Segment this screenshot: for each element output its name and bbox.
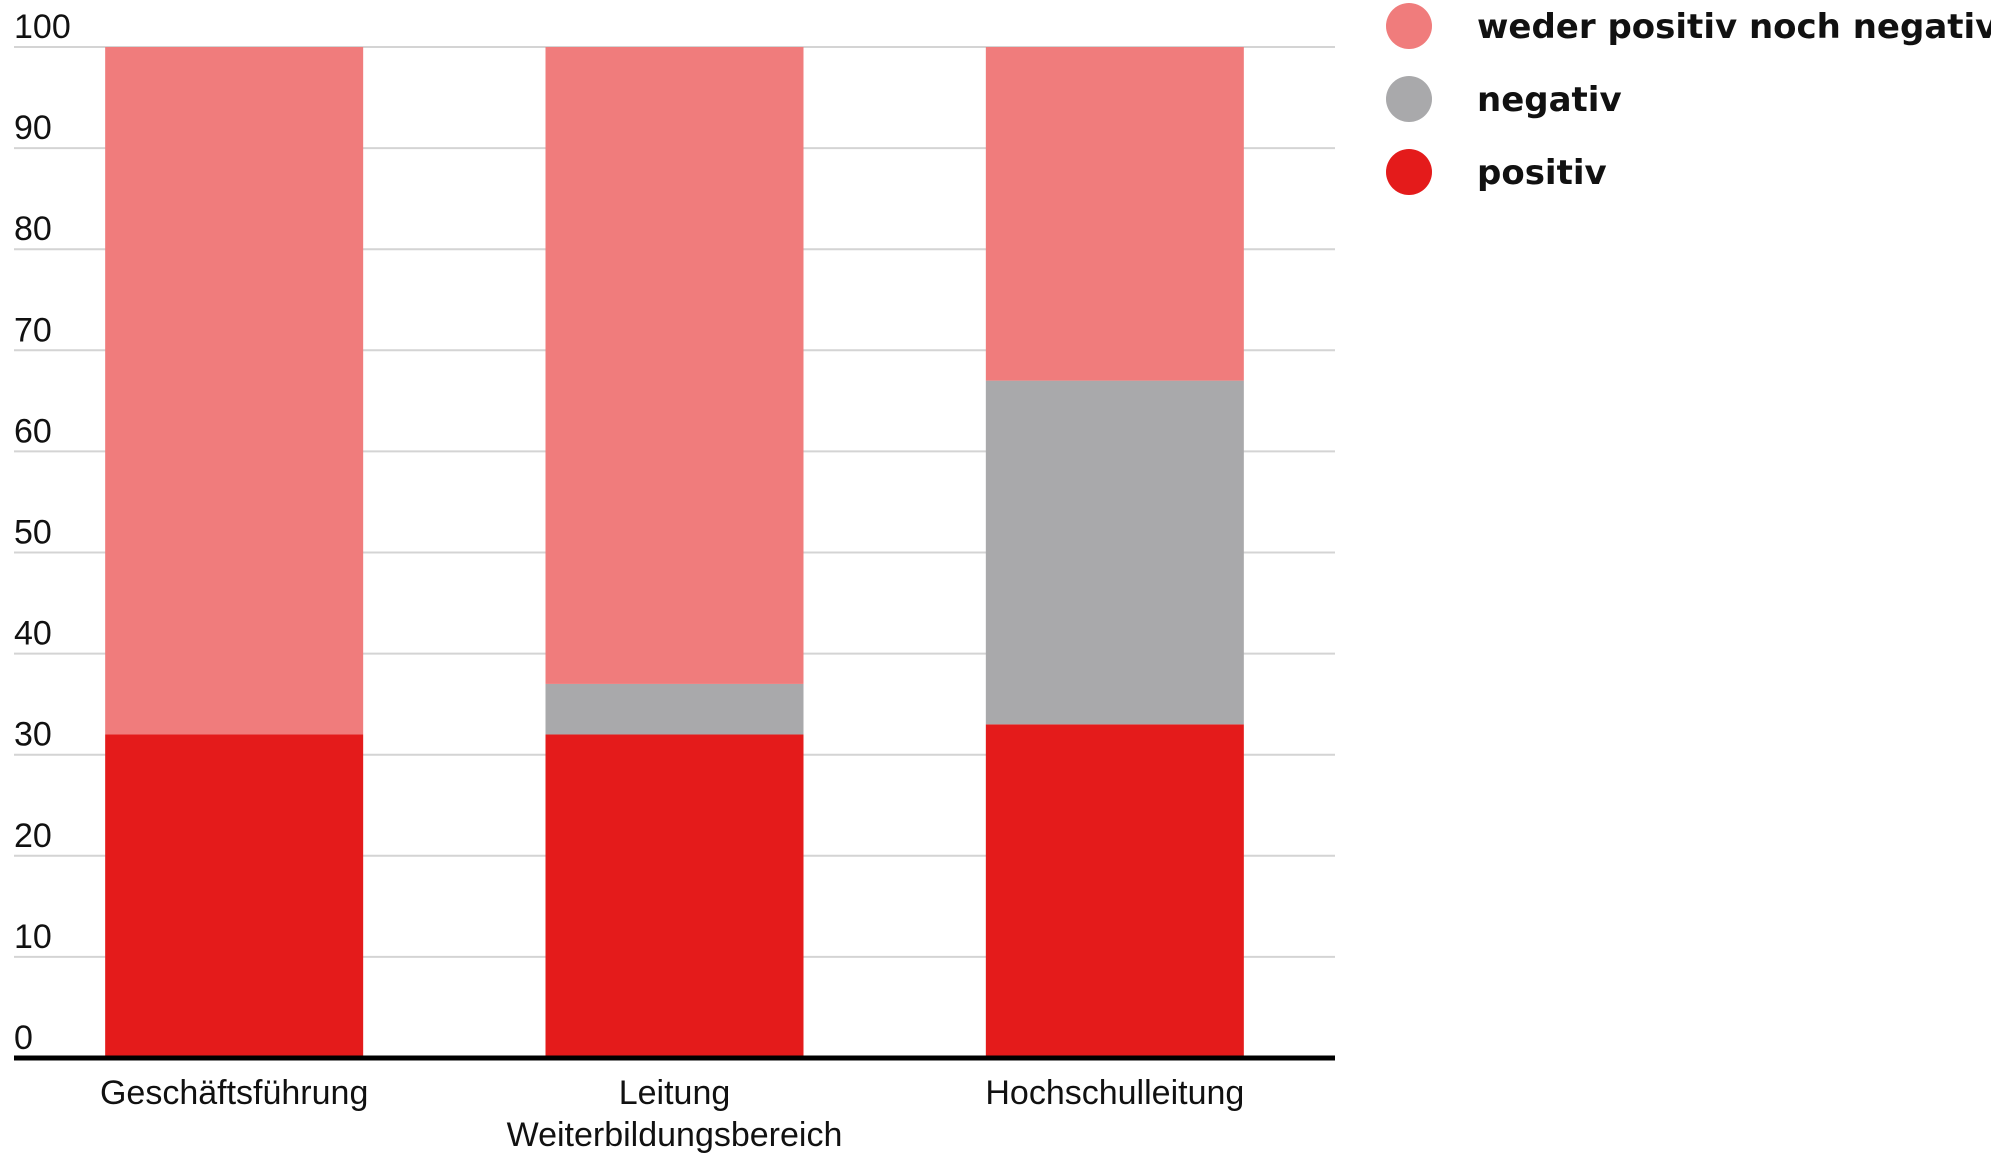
legend-label-2: weder positiv noch negativ: [1477, 7, 1991, 47]
category-label-1-1: Weiterbildungsbereich: [507, 1116, 843, 1153]
y-tick-label-90: 90: [14, 109, 52, 147]
y-axis-tick-labels: 0 10 20 30 40 50 60 70 80 90 100: [14, 8, 71, 1057]
bar-1-series-1: [545, 683, 804, 735]
category-label-1-0: Leitung: [619, 1074, 731, 1112]
bar-0-series-0: [105, 734, 364, 1058]
x-axis-category-labels: Geschäftsführung Leitung Weiterbildungsber…: [100, 1074, 1244, 1153]
y-tick-label-50: 50: [14, 514, 52, 552]
legend-swatch-0: [1386, 149, 1432, 195]
y-tick-label-40: 40: [14, 615, 52, 653]
y-tick-label-0: 0: [14, 1019, 33, 1057]
category-label-0-0: Geschäftsführung: [100, 1074, 368, 1112]
y-tick-label-80: 80: [14, 210, 52, 248]
bar-2-series-0: [985, 724, 1244, 1058]
y-tick-label-30: 30: [14, 716, 52, 754]
bar-0-series-2: [105, 47, 364, 735]
y-tick-label-70: 70: [14, 311, 52, 349]
legend-swatch-2: [1386, 3, 1432, 49]
y-tick-label-20: 20: [14, 817, 52, 855]
category-label-2-0: Hochschulleitung: [985, 1074, 1244, 1112]
legend: weder positiv noch negativ negativ positiv: [1386, 3, 1991, 195]
y-tick-label-10: 10: [14, 918, 52, 956]
legend-swatch-1: [1386, 76, 1432, 122]
bar-2-series-2: [985, 47, 1244, 381]
y-tick-label-100: 100: [14, 8, 71, 46]
bar-1-series-0: [545, 734, 804, 1058]
legend-label-0: positiv: [1477, 153, 1607, 193]
bar-1-series-2: [545, 47, 804, 684]
bar-2-series-1: [985, 380, 1244, 725]
legend-label-1: negativ: [1477, 80, 1622, 120]
y-tick-label-60: 60: [14, 412, 52, 450]
bars: [105, 47, 1244, 1058]
